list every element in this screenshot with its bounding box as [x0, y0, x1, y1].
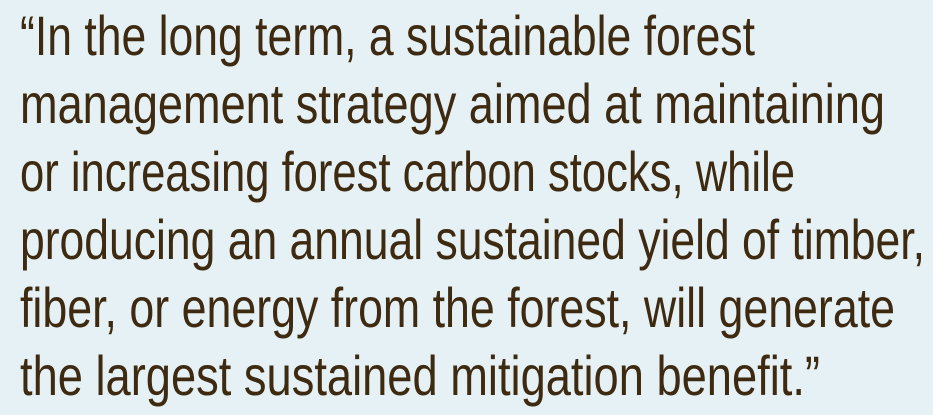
quote-line: “In the long term, a sustainable forest — [20, 4, 755, 67]
quote-line: producing an annual sustained yield of t… — [20, 208, 925, 271]
quote-line: fiber, or energy from the forest, will g… — [20, 276, 895, 339]
quote-line: management strategy aimed at maintaining — [20, 72, 885, 135]
quote-line: or increasing forest carbon stocks, whil… — [20, 140, 795, 203]
quote: “In the long term, a sustainable forestm… — [20, 4, 925, 407]
quote-line: the largest sustained mitigation benefit… — [20, 344, 820, 407]
